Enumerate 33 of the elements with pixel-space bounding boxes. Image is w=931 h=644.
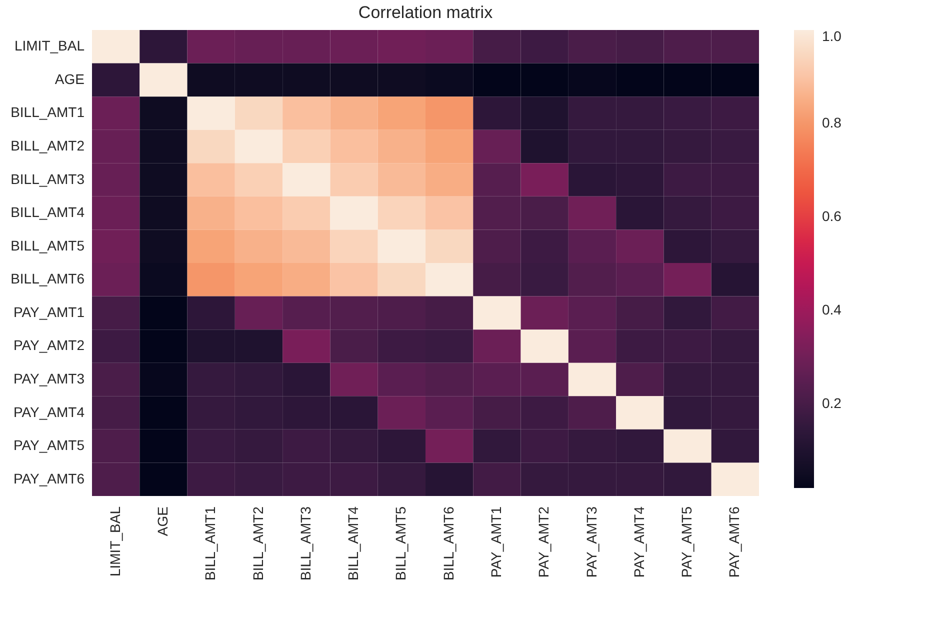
- y-tick-label: BILL_AMT4: [10, 204, 85, 220]
- y-tick-label: PAY_AMT5: [13, 437, 85, 454]
- chart-title: Correlation matrix: [358, 3, 494, 22]
- x-tick-label: BILL_AMT3: [297, 506, 314, 580]
- y-tick-label: PAY_AMT4: [13, 404, 85, 420]
- y-tick-label: BILL_AMT3: [10, 170, 85, 187]
- y-tick-label: PAY_AMT6: [13, 470, 85, 486]
- y-tick-label: AGE: [54, 70, 84, 87]
- color-bar-label: 0.2: [822, 394, 842, 411]
- x-tick-label: PAY_AMT2: [536, 506, 552, 578]
- y-tick-label: BILL_AMT1: [10, 104, 85, 120]
- y-tick-label: BILL_AMT6: [10, 270, 85, 287]
- x-tick-label: BILL_AMT4: [345, 506, 362, 580]
- x-tick-label: BILL_AMT2: [250, 506, 266, 580]
- x-tick-label: PAY_AMT4: [630, 506, 647, 578]
- x-tick-label: AGE: [154, 506, 170, 536]
- y-tick-label: LIMIT_BAL: [14, 38, 85, 54]
- color-bar-label: 1.0: [822, 28, 842, 44]
- x-tick-label: PAY_AMT6: [726, 506, 742, 578]
- x-tick-label: PAY_AMT3: [583, 506, 600, 578]
- x-tick-label: BILL_AMT6: [440, 506, 456, 580]
- x-tick-label: BILL_AMT5: [392, 506, 409, 580]
- color-bar-label: 0.4: [822, 301, 842, 318]
- x-tick-label: BILL_AMT1: [202, 506, 218, 580]
- color-bar-label: 0.8: [822, 114, 842, 130]
- y-tick-label: PAY_AMT1: [13, 304, 85, 320]
- y-tick-label: PAY_AMT3: [13, 370, 85, 386]
- y-tick-label: PAY_AMT2: [13, 337, 85, 354]
- x-tick-label: PAY_AMT1: [488, 506, 504, 578]
- y-tick-label: BILL_AMT5: [10, 237, 85, 254]
- color-bar-label: 0.6: [822, 208, 842, 224]
- x-tick-label: PAY_AMT5: [678, 506, 695, 578]
- y-tick-label: BILL_AMT2: [10, 138, 85, 154]
